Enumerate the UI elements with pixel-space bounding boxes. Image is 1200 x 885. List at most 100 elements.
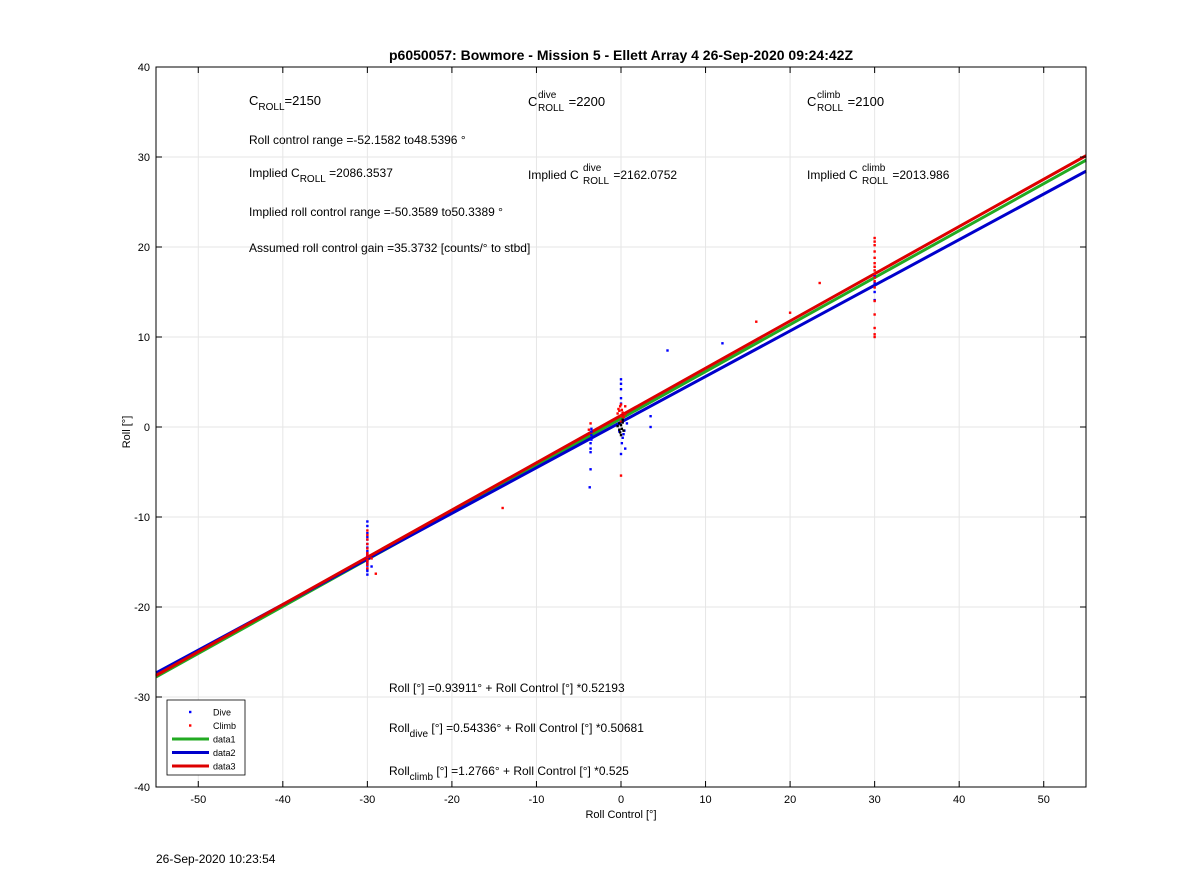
- point-dive: [588, 486, 591, 489]
- point-climb: [589, 422, 592, 425]
- annotation-assumed-gain: Assumed roll control gain =35.3732 [coun…: [249, 241, 530, 255]
- point-climb: [755, 320, 758, 323]
- point-dive: [721, 342, 724, 345]
- point-dive: [589, 451, 592, 454]
- point-climb: [619, 474, 623, 477]
- point-climb: [366, 556, 369, 559]
- annotation-fit-all: Roll [°] =0.93911° + Roll Control [°] *0…: [389, 681, 625, 695]
- point-climb: [616, 412, 619, 415]
- point-dive: [619, 382, 623, 385]
- point-climb: [366, 559, 369, 562]
- point-dive: [649, 425, 652, 429]
- legend-label-data1: data1: [213, 735, 236, 745]
- y-tick-label: 30: [138, 152, 150, 164]
- y-tick-label: -20: [134, 602, 150, 614]
- point-climb: [366, 563, 369, 566]
- point-center: [621, 421, 624, 424]
- point-center: [619, 433, 623, 437]
- legend: Dive Climb data1 data2 data3: [166, 699, 246, 776]
- annotation-roll-control-range: Roll control range =-52.1582 to48.5396 °: [249, 133, 466, 147]
- legend-items: Dive Climb data1 data2 data3: [172, 708, 236, 772]
- point-climb: [366, 567, 369, 570]
- point-climb: [624, 413, 627, 416]
- point-dive: [590, 430, 593, 433]
- point-climb: [501, 506, 504, 510]
- legend-label-data2: data2: [213, 748, 236, 758]
- point-climb: [873, 276, 876, 279]
- point-climb: [873, 313, 876, 316]
- x-tick-label: -40: [275, 794, 291, 806]
- point-climb: [617, 407, 620, 411]
- point-climb: [366, 542, 369, 546]
- x-tick-label: 30: [869, 794, 881, 806]
- point-climb: [366, 553, 369, 556]
- annotation-c-roll: CROLL=2150: [249, 93, 321, 113]
- point-center: [616, 424, 619, 428]
- y-tick-label: 20: [138, 242, 150, 254]
- x-tick-label: 10: [699, 794, 711, 806]
- point-climb: [873, 335, 876, 339]
- legend-label-dive: Dive: [213, 708, 231, 718]
- point-center: [621, 418, 624, 421]
- point-climb: [624, 405, 627, 408]
- x-tick-label: 50: [1038, 794, 1050, 806]
- x-tick-label: -30: [359, 794, 375, 806]
- point-center: [618, 431, 622, 434]
- x-tick-label: 20: [784, 794, 796, 806]
- point-climb: [618, 409, 621, 412]
- annotation-fit-dive: Rolldive [°] =0.54336° + Roll Control [°…: [389, 721, 644, 740]
- point-dive: [366, 532, 369, 535]
- point-center: [622, 429, 625, 432]
- legend-marker-dive: [189, 710, 192, 714]
- point-dive: [622, 433, 625, 436]
- point-dive: [619, 397, 623, 400]
- point-climb: [873, 326, 876, 330]
- point-dive: [366, 569, 369, 573]
- point-climb: [873, 262, 876, 265]
- data-points: [366, 236, 876, 576]
- point-climb: [873, 244, 876, 247]
- point-climb: [366, 529, 369, 532]
- point-dive: [589, 442, 592, 445]
- point-climb: [873, 269, 876, 272]
- point-center: [618, 422, 621, 425]
- point-dive: [619, 378, 623, 381]
- x-tick-label: 0: [618, 794, 624, 806]
- point-dive: [873, 290, 876, 294]
- point-dive: [366, 535, 369, 538]
- point-dive: [370, 565, 373, 568]
- point-climb: [366, 560, 369, 564]
- point-climb: [620, 408, 624, 412]
- point-dive: [873, 281, 876, 285]
- point-climb: [873, 240, 876, 243]
- y-axis-label: Roll [°]: [121, 416, 133, 449]
- point-dive: [589, 447, 592, 450]
- point-dive: [649, 415, 652, 418]
- point-center: [620, 427, 624, 430]
- point-dive: [619, 388, 623, 391]
- point-dive: [619, 452, 623, 456]
- point-climb: [619, 415, 623, 418]
- chart-title: p6050057: Bowmore - Mission 5 - Ellett A…: [389, 47, 853, 63]
- point-climb: [873, 299, 876, 303]
- y-tick-label: -30: [134, 692, 150, 704]
- annotation-implied-c-roll: Implied CROLL =2086.3537: [249, 166, 393, 185]
- axis-ticks: -50 -40 -30 -20 -10 0 10 20 30 40 50 -40 -30 -20 -10 0 1…: [134, 62, 1086, 806]
- point-climb: [873, 272, 876, 276]
- point-climb: [618, 405, 622, 408]
- footer-timestamp: 26-Sep-2020 10:23:54: [156, 852, 276, 866]
- annotation-fit-climb: Rollclimb [°] =1.2766° + Roll Control [°…: [389, 764, 629, 783]
- point-center: [618, 428, 621, 431]
- point-climb: [873, 280, 876, 283]
- point-dive: [625, 422, 629, 425]
- y-tick-label: 40: [138, 62, 150, 74]
- point-dive: [366, 524, 369, 528]
- x-tick-label: 40: [953, 794, 965, 806]
- point-climb: [622, 415, 625, 419]
- y-tick-label: -40: [134, 782, 150, 794]
- x-tick-label: -10: [529, 794, 545, 806]
- point-climb: [587, 428, 591, 431]
